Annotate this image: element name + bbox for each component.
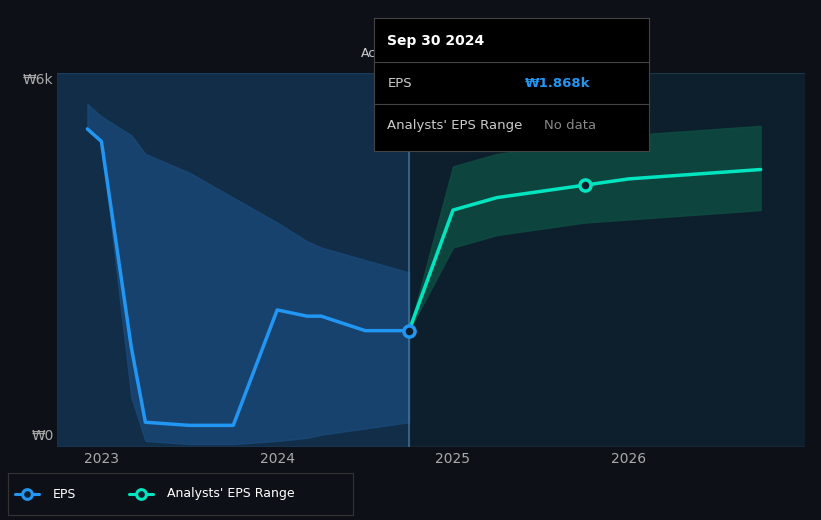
Text: ₩0: ₩0 <box>31 430 53 444</box>
Bar <box>57 73 409 447</box>
Text: ₩6k: ₩6k <box>23 73 53 87</box>
Text: ₩1.868k: ₩1.868k <box>525 76 590 89</box>
Text: Analysts Forecasts: Analysts Forecasts <box>427 47 543 60</box>
Text: Sep 30 2024: Sep 30 2024 <box>388 34 484 48</box>
Text: Analysts' EPS Range: Analysts' EPS Range <box>167 488 295 500</box>
Text: No data: No data <box>544 119 596 132</box>
Text: EPS: EPS <box>388 76 412 89</box>
Text: EPS: EPS <box>53 488 76 500</box>
Text: Analysts' EPS Range: Analysts' EPS Range <box>388 119 523 132</box>
Text: Actual: Actual <box>361 47 401 60</box>
